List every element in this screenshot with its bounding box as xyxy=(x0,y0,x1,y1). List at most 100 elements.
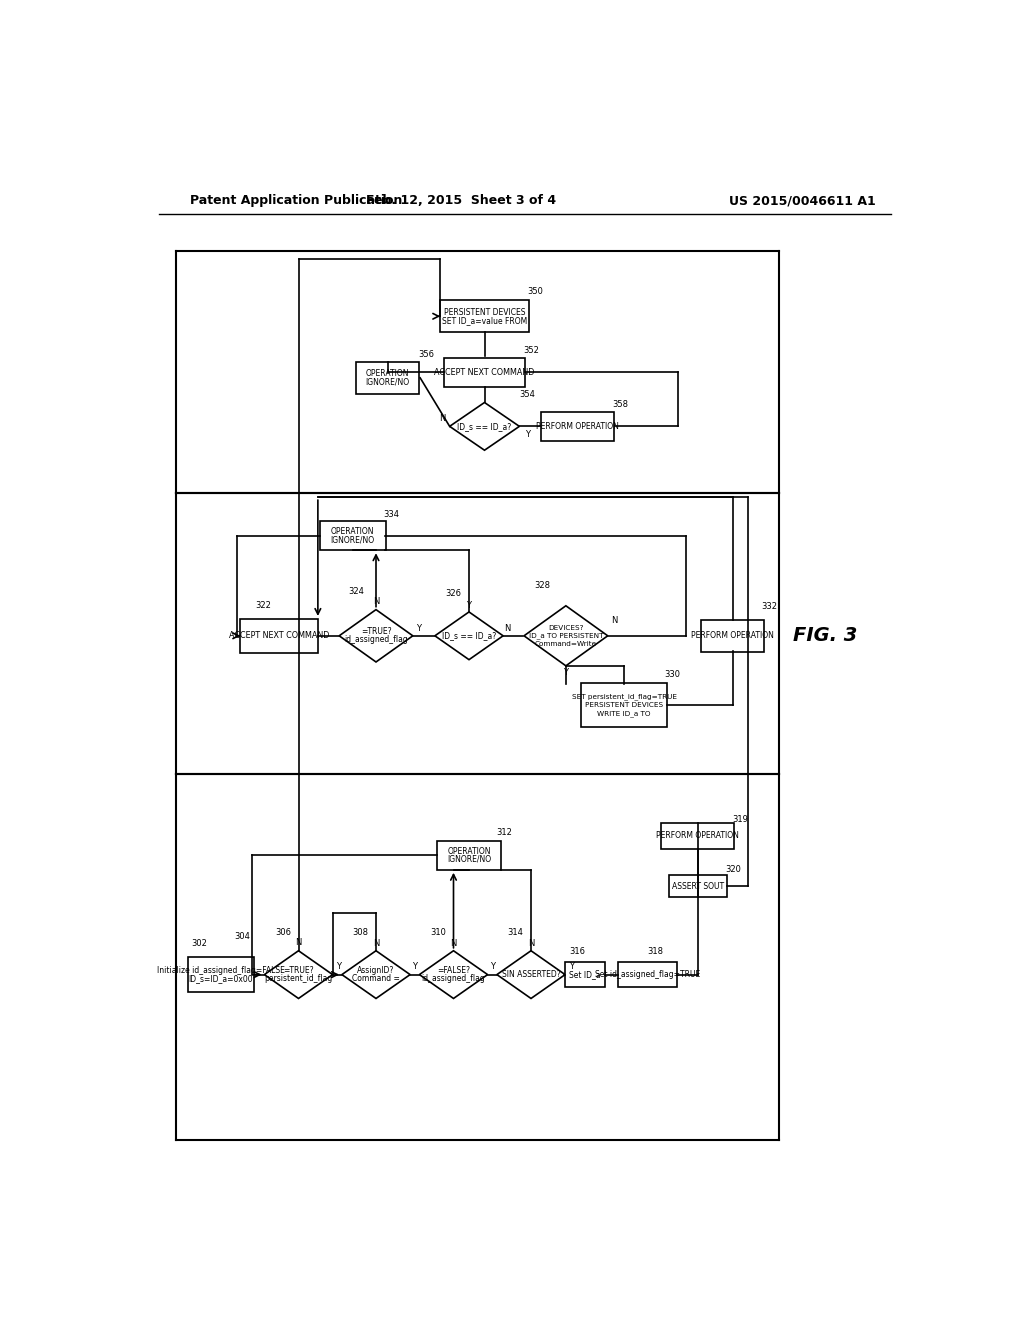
Text: ID_s == ID_a?: ID_s == ID_a? xyxy=(442,631,496,640)
Text: PERFORM OPERATION: PERFORM OPERATION xyxy=(536,422,618,430)
Polygon shape xyxy=(450,403,519,450)
Text: 330: 330 xyxy=(664,669,680,678)
Text: Y: Y xyxy=(336,962,341,972)
Text: N: N xyxy=(505,623,511,632)
Text: ACCEPT NEXT COMMAND: ACCEPT NEXT COMMAND xyxy=(434,368,535,378)
Text: WRITE ID_a TO: WRITE ID_a TO xyxy=(597,710,650,717)
FancyBboxPatch shape xyxy=(188,957,254,991)
Text: 350: 350 xyxy=(527,288,543,296)
Text: =FALSE?: =FALSE? xyxy=(437,966,470,975)
Text: persistent_id_flag: persistent_id_flag xyxy=(264,974,333,983)
Text: =TRUE?: =TRUE? xyxy=(360,627,391,636)
Text: N: N xyxy=(373,597,379,606)
Text: Y: Y xyxy=(467,601,471,610)
Text: Y: Y xyxy=(568,962,573,972)
Text: 334: 334 xyxy=(384,511,399,519)
Text: 324: 324 xyxy=(349,586,365,595)
Polygon shape xyxy=(524,606,607,665)
Text: 320: 320 xyxy=(725,865,741,874)
Text: 318: 318 xyxy=(647,946,663,956)
Text: 310: 310 xyxy=(430,928,445,937)
Text: N: N xyxy=(451,940,457,948)
Polygon shape xyxy=(339,610,413,663)
Text: =TRUE?: =TRUE? xyxy=(284,966,313,975)
Text: 354: 354 xyxy=(519,389,536,399)
Text: Y: Y xyxy=(563,668,568,677)
Polygon shape xyxy=(342,950,410,998)
FancyBboxPatch shape xyxy=(660,822,734,849)
Text: Y: Y xyxy=(489,962,495,972)
Text: FIG. 3: FIG. 3 xyxy=(794,626,858,645)
Text: id_assigned_flag: id_assigned_flag xyxy=(344,635,408,644)
FancyBboxPatch shape xyxy=(700,619,764,652)
Text: Initialize id_assigned_flag=FALSE: Initialize id_assigned_flag=FALSE xyxy=(157,966,285,975)
Text: 306: 306 xyxy=(275,928,291,937)
Text: Command =: Command = xyxy=(352,974,400,983)
FancyBboxPatch shape xyxy=(669,875,727,896)
Text: 302: 302 xyxy=(191,940,207,948)
Text: 332: 332 xyxy=(762,602,777,611)
Text: 308: 308 xyxy=(352,928,369,937)
Text: DEVICES?: DEVICES? xyxy=(548,626,584,631)
Text: SIN ASSERTED?: SIN ASSERTED? xyxy=(502,970,560,979)
Text: ID_s == ID_a?: ID_s == ID_a? xyxy=(458,422,512,430)
Text: N: N xyxy=(610,616,617,624)
Text: OPERATION: OPERATION xyxy=(447,846,490,855)
Text: Set ID_a: Set ID_a xyxy=(569,970,601,979)
Text: Feb. 12, 2015  Sheet 3 of 4: Feb. 12, 2015 Sheet 3 of 4 xyxy=(367,194,556,207)
Text: IGNORE/NO: IGNORE/NO xyxy=(446,855,492,865)
Text: Y: Y xyxy=(413,962,417,972)
FancyBboxPatch shape xyxy=(582,682,667,727)
Text: US 2015/0046611 A1: US 2015/0046611 A1 xyxy=(729,194,876,207)
Text: OPERATION: OPERATION xyxy=(331,527,375,536)
Text: N: N xyxy=(373,940,379,948)
Text: 328: 328 xyxy=(535,581,551,590)
FancyBboxPatch shape xyxy=(617,962,677,987)
Text: Y: Y xyxy=(416,623,421,632)
Text: 319: 319 xyxy=(732,814,749,824)
Text: N: N xyxy=(295,937,302,946)
Text: PERSISTENT DEVICES: PERSISTENT DEVICES xyxy=(585,702,664,708)
Text: ASSERT SOUT: ASSERT SOUT xyxy=(672,882,724,891)
Text: Command=Write: Command=Write xyxy=(535,640,597,647)
Text: Patent Application Publication: Patent Application Publication xyxy=(190,194,402,207)
FancyBboxPatch shape xyxy=(443,358,525,387)
Text: 312: 312 xyxy=(497,828,513,837)
Text: N: N xyxy=(439,414,445,424)
Text: 314: 314 xyxy=(508,928,523,937)
Text: IGNORE/NO: IGNORE/NO xyxy=(331,536,375,544)
FancyBboxPatch shape xyxy=(356,362,420,395)
FancyBboxPatch shape xyxy=(565,962,605,987)
FancyBboxPatch shape xyxy=(241,619,317,653)
Text: PERFORM OPERATION: PERFORM OPERATION xyxy=(691,631,774,640)
Text: SET persistent_id_flag=TRUE: SET persistent_id_flag=TRUE xyxy=(571,693,677,700)
Text: ID_s=ID_a=0x00: ID_s=ID_a=0x00 xyxy=(188,974,253,983)
Text: AssignID?: AssignID? xyxy=(357,966,394,975)
Text: Set id_assigned_flag=TRUE: Set id_assigned_flag=TRUE xyxy=(595,970,699,979)
Text: id_assigned_flag: id_assigned_flag xyxy=(422,974,485,983)
Text: Y: Y xyxy=(524,429,529,438)
Text: ID_a TO PERSISTENT: ID_a TO PERSISTENT xyxy=(528,632,603,639)
Polygon shape xyxy=(435,612,503,660)
Text: PERFORM OPERATION: PERFORM OPERATION xyxy=(656,832,739,841)
Text: 352: 352 xyxy=(523,346,539,355)
FancyBboxPatch shape xyxy=(437,841,501,870)
Text: PERSISTENT DEVICES: PERSISTENT DEVICES xyxy=(443,308,525,317)
Text: OPERATION: OPERATION xyxy=(366,370,410,378)
Polygon shape xyxy=(264,950,333,998)
Text: ACCEPT NEXT COMMAND: ACCEPT NEXT COMMAND xyxy=(229,631,330,640)
Text: 304: 304 xyxy=(234,932,251,941)
Text: IGNORE/NO: IGNORE/NO xyxy=(366,378,410,387)
Text: SET ID_a=value FROM: SET ID_a=value FROM xyxy=(442,315,527,325)
Polygon shape xyxy=(420,950,487,998)
Text: 358: 358 xyxy=(612,400,628,409)
Text: 356: 356 xyxy=(419,350,434,359)
FancyBboxPatch shape xyxy=(319,521,386,550)
Text: N: N xyxy=(527,940,535,948)
Polygon shape xyxy=(497,950,565,998)
Text: 322: 322 xyxy=(256,601,271,610)
Text: 316: 316 xyxy=(569,946,586,956)
FancyBboxPatch shape xyxy=(440,300,529,333)
FancyBboxPatch shape xyxy=(541,412,614,441)
Text: 326: 326 xyxy=(445,589,462,598)
